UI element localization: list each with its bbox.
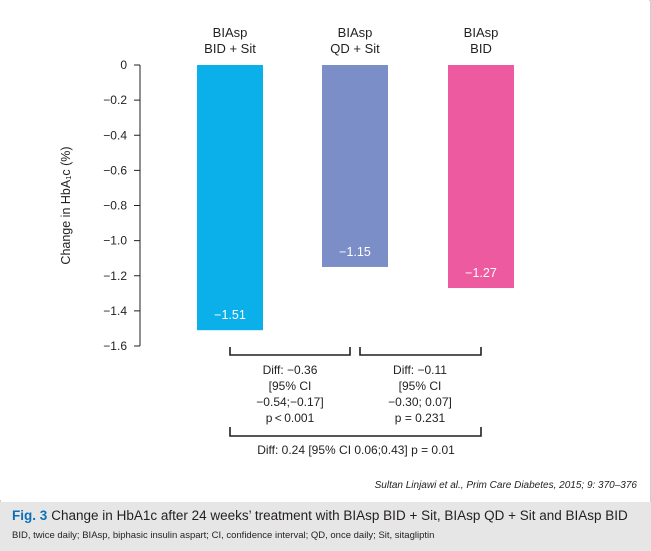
comparison-text-line: Diff: −0.36 — [262, 363, 318, 377]
comparison-bracket-3 — [229, 427, 482, 437]
y-tick-label: −1.0 — [103, 234, 127, 248]
category-label: QD + Sit — [330, 41, 380, 56]
comparison-text-line: [95% CI — [398, 379, 442, 393]
comparison-bracket-1 — [229, 347, 351, 356]
y-tick-label: −0.2 — [103, 93, 127, 107]
comparison-text-line: Diff: −0.11 — [393, 363, 447, 377]
comparison-text-line: p = 0.231 — [394, 411, 446, 425]
y-tick-label: 0 — [120, 58, 127, 72]
comparison-text-line: p < 0.001 — [265, 411, 315, 425]
y-tick-label: −1.4 — [103, 304, 127, 318]
y-tick-label: −0.4 — [103, 128, 127, 142]
y-tick-label: −1.2 — [103, 269, 127, 283]
figure-title: Change in HbA1c after 24 weeks’ treatmen… — [51, 508, 628, 523]
comparison-2-annotation: Diff: −0.11 [95% CI −0.30; 0.07] p = 0.231 — [388, 362, 452, 426]
comparison-text-line: −0.30; 0.07] — [388, 395, 452, 409]
bar-3 — [448, 65, 514, 289]
y-axis-label: Change in HbA₁c (%) — [59, 146, 73, 264]
bar-1 — [197, 65, 263, 331]
category-label: BIAsp — [338, 25, 373, 40]
bar-chart: 0 −0.2 −0.4 −0.6 −0.8 −1.0 −1.2 −1.4 −1.6 Change … — [59, 25, 514, 437]
figure-label: Fig. 3 — [12, 508, 48, 523]
y-tick-label: −1.6 — [103, 339, 127, 353]
bar-2 — [322, 65, 388, 267]
category-label: BID + Sit — [204, 41, 256, 56]
comparison-text-line: [95% CI — [268, 379, 312, 393]
comparison-3-annotation: Diff: 0.24 [95% CI 0.06;0.43] p = 0.01 — [257, 442, 455, 458]
comparison-1-annotation: Diff: −0.36 [95% CI −0.54;−0.17] p < 0.001 — [256, 362, 323, 426]
category-label: BIAsp — [213, 25, 248, 40]
y-tick-label: −0.6 — [103, 163, 127, 177]
figure-caption: Fig. 3 Change in HbA1c after 24 weeks’ tr… — [12, 508, 642, 524]
bar-value-label: −1.15 — [339, 245, 371, 259]
category-label: BID — [470, 41, 492, 56]
comparison-text-line: −0.54;−0.17] — [256, 395, 324, 409]
citation: Sultan Linjawi et al., Prim Care Diabete… — [374, 480, 637, 491]
figure-footnote: BID, twice daily; BIAsp, biphasic insuli… — [12, 530, 435, 541]
bar-value-label: −1.27 — [465, 266, 497, 280]
comparison-text-line: Diff: 0.24 [95% CI 0.06;0.43] p = 0.01 — [257, 443, 455, 457]
category-label: BIAsp — [464, 25, 499, 40]
bar-value-label: −1.51 — [214, 308, 246, 322]
caption-panel — [0, 502, 651, 551]
comparison-bracket-2 — [359, 347, 482, 356]
y-tick-label: −0.8 — [103, 199, 127, 213]
